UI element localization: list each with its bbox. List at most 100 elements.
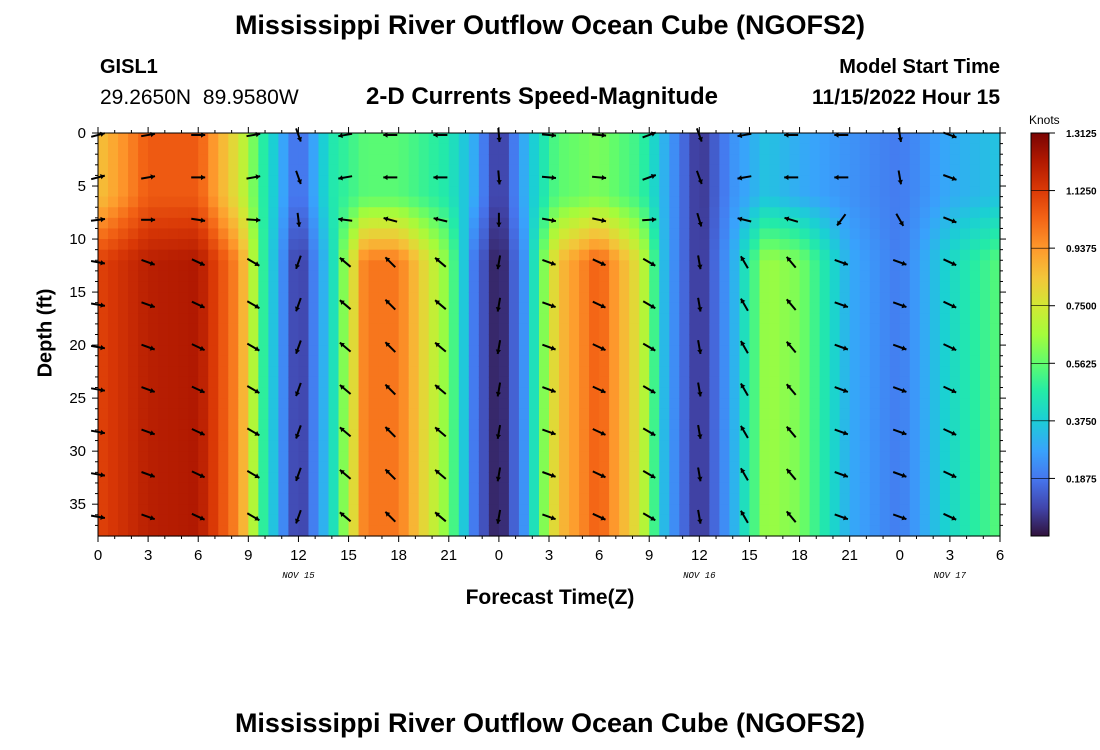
arrow-head <box>843 345 848 351</box>
heatmap-cell <box>248 270 259 283</box>
current-arrow <box>384 511 397 523</box>
heatmap-cell <box>549 398 560 410</box>
heatmap-cell <box>809 398 821 410</box>
heatmap-cell <box>569 334 580 346</box>
heatmap-cell <box>258 419 269 431</box>
heatmap-cell <box>659 302 670 314</box>
current-arrow <box>434 511 447 523</box>
heatmap-cell <box>318 408 330 420</box>
heatmap-cell <box>629 398 640 410</box>
heatmap-cell <box>208 482 219 495</box>
heatmap-cell <box>118 461 129 473</box>
heatmap-cell <box>278 302 290 314</box>
heatmap-cell <box>589 302 600 314</box>
heatmap-cell <box>188 164 199 177</box>
heatmap-cell <box>158 408 169 420</box>
heatmap-cell <box>939 355 951 367</box>
heatmap-cell <box>428 345 440 357</box>
heatmap-cell <box>659 482 670 495</box>
heatmap-cell <box>669 461 680 473</box>
heatmap-cell <box>589 366 600 378</box>
heatmap-cell <box>769 239 781 251</box>
heatmap-cell <box>899 387 911 399</box>
heatmap-cell <box>819 154 831 166</box>
heatmap-cell <box>398 419 410 431</box>
current-arrow <box>384 383 397 396</box>
current-arrow <box>785 510 797 523</box>
current-arrow <box>834 258 849 266</box>
heatmap-cell <box>108 366 119 378</box>
heatmap-cell <box>198 419 209 431</box>
heatmap-cell <box>118 217 129 230</box>
heatmap-cell <box>779 461 791 473</box>
current-arrow <box>338 216 353 223</box>
heatmap-cell <box>849 514 861 526</box>
heatmap-cell <box>268 239 279 251</box>
heatmap-cell <box>388 143 400 155</box>
heatmap-cell <box>649 482 660 495</box>
heatmap-cell <box>639 419 650 431</box>
heatmap-cell <box>488 186 500 198</box>
heatmap-cell <box>949 217 961 230</box>
heatmap-cell <box>979 451 991 463</box>
heatmap-cell <box>218 376 229 389</box>
heatmap-cell <box>468 345 480 357</box>
heatmap-cell <box>779 334 791 346</box>
heatmap-cell <box>208 154 219 166</box>
heatmap-cell <box>889 270 901 283</box>
heatmap-cell <box>258 143 269 155</box>
heatmap-cell <box>679 355 690 367</box>
heatmap-cell <box>679 249 690 261</box>
heatmap-cell <box>258 323 269 336</box>
heatmap-cell <box>508 387 520 399</box>
arrow-head <box>740 298 746 304</box>
arrow-head <box>951 345 957 351</box>
current-arrow <box>296 212 302 227</box>
heatmap-cell <box>559 472 570 484</box>
heatmap-cell <box>408 345 420 357</box>
heatmap-cell <box>889 281 901 293</box>
heatmap-cell <box>769 355 781 367</box>
heatmap-cell <box>418 376 430 389</box>
heatmap-cell <box>178 323 189 336</box>
heatmap-cell <box>528 429 540 442</box>
heatmap-cell <box>869 133 881 145</box>
heatmap-cell <box>719 323 730 336</box>
heatmap-cell <box>258 355 269 367</box>
heatmap-cell <box>318 355 330 367</box>
heatmap-cell <box>679 175 690 187</box>
heatmap-cell <box>208 175 219 187</box>
heatmap-cell <box>639 461 650 473</box>
heatmap-cell <box>579 323 590 336</box>
heatmap-cell <box>609 281 620 293</box>
heatmap-cell <box>819 228 831 240</box>
heatmap-cell <box>779 196 791 208</box>
heatmap-cell <box>128 270 139 283</box>
heatmap-cell <box>639 260 650 272</box>
heatmap-cell <box>358 313 370 325</box>
heatmap-cell <box>619 133 630 145</box>
heatmap-cell <box>328 175 340 187</box>
heatmap-cell <box>919 323 931 336</box>
heatmap-cell <box>158 525 169 537</box>
heatmap-cell <box>498 164 510 177</box>
heatmap-cell <box>679 196 690 208</box>
heatmap-cell <box>528 440 540 452</box>
heatmap-cell <box>789 419 801 431</box>
current-arrow <box>592 512 606 521</box>
arrow-head <box>149 345 155 351</box>
heatmap-cell <box>859 228 871 240</box>
heatmap-cell <box>919 440 931 452</box>
arrow-head <box>843 388 848 393</box>
heatmap-cell <box>899 398 911 410</box>
heatmap-cell <box>579 196 590 208</box>
heatmap-cell <box>609 133 620 145</box>
heatmap-cell <box>448 493 460 505</box>
heatmap-cell <box>839 292 851 304</box>
heatmap-cell <box>929 281 941 293</box>
arrow-head <box>897 179 903 185</box>
heatmap-cell <box>829 387 841 399</box>
heatmap-cell <box>218 398 229 410</box>
heatmap-cell <box>308 482 320 495</box>
heatmap-cell <box>328 366 340 378</box>
